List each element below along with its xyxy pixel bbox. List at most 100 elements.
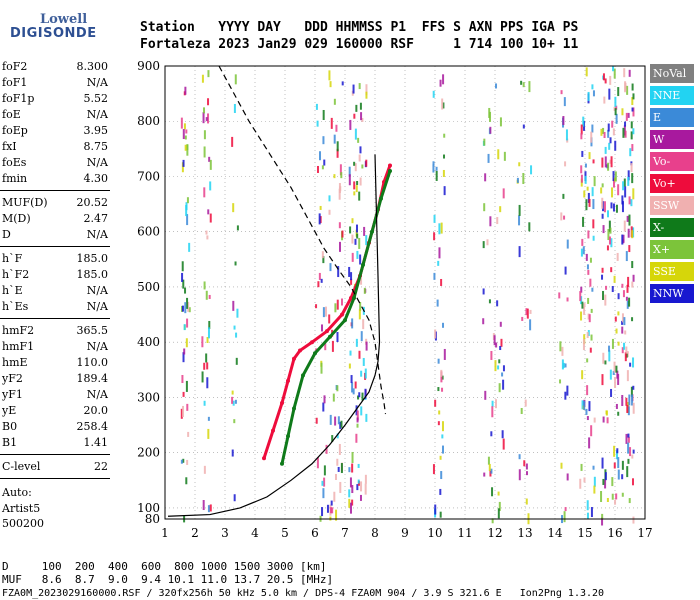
echo-speckle	[348, 174, 351, 186]
echo-speckle	[494, 399, 497, 409]
echo-speckle	[616, 450, 619, 460]
echo-speckle	[580, 174, 583, 183]
echo-speckle	[231, 396, 234, 404]
echo-speckle	[181, 162, 184, 173]
echo-speckle	[433, 214, 436, 223]
echo-speckle	[621, 313, 624, 323]
echo-speckle	[349, 502, 352, 514]
echo-speckle	[621, 326, 624, 334]
echo-speckle	[329, 507, 332, 514]
echo-speckle	[621, 234, 624, 245]
echo-speckle	[592, 219, 595, 229]
echo-speckle	[203, 281, 206, 290]
echo-speckle	[623, 68, 626, 78]
x-tick-label: 1	[161, 526, 169, 540]
echo-speckle	[438, 410, 441, 415]
echo-speckle	[614, 108, 617, 116]
echo-speckle	[612, 370, 615, 375]
param-key: hmE	[2, 356, 28, 369]
echo-speckle	[330, 500, 333, 506]
echo-speckle	[563, 511, 566, 523]
echo-speckle	[615, 365, 618, 373]
echo-speckle	[566, 239, 569, 249]
echo-speckle	[203, 465, 206, 474]
x-tick-label: 5	[281, 526, 289, 540]
x-tick-label: 2	[191, 526, 199, 540]
param-key: foF2	[2, 60, 28, 73]
echo-speckle	[499, 346, 502, 351]
echo-speckle	[336, 299, 339, 310]
echo-speckle	[628, 214, 631, 226]
param-value: 22	[94, 460, 108, 473]
echo-speckle	[602, 416, 605, 423]
echo-speckle	[632, 516, 635, 524]
echo-speckle	[560, 90, 563, 95]
echo-speckle	[625, 433, 628, 444]
echo-speckle	[331, 435, 334, 443]
echo-speckle	[186, 403, 189, 411]
echo-speckle	[579, 478, 582, 489]
echo-speckle	[201, 336, 204, 348]
echo-speckle	[487, 153, 490, 163]
echo-speckle	[355, 185, 358, 193]
echo-speckle	[623, 220, 626, 232]
echo-speckle	[615, 403, 618, 409]
echo-speckle	[489, 111, 492, 122]
echo-speckle	[319, 151, 322, 161]
echo-speckle	[351, 451, 354, 463]
param-key: h`F2	[2, 268, 30, 281]
echo-speckle	[628, 498, 631, 504]
echo-speckle	[600, 491, 603, 503]
trace-point	[388, 168, 392, 173]
param-row-b0: B0 258.4	[2, 420, 108, 436]
echo-speckle	[340, 298, 343, 306]
echo-speckle	[357, 463, 360, 468]
echo-speckle	[348, 266, 351, 277]
echo-speckle	[231, 449, 234, 457]
echo-speckle	[434, 329, 437, 339]
echo-speckle	[433, 272, 436, 280]
echo-speckle	[601, 517, 604, 526]
echo-speckle	[622, 290, 625, 298]
echo-speckle	[489, 126, 492, 134]
echo-speckle	[522, 124, 525, 129]
echo-speckle	[614, 499, 617, 505]
echo-speckle	[591, 287, 594, 292]
echo-speckle	[186, 459, 189, 465]
param-value: 185.0	[76, 252, 109, 265]
echo-speckle	[524, 399, 527, 407]
echo-speckle	[615, 204, 618, 213]
y-tick-label: 900	[137, 59, 160, 73]
echo-speckle	[581, 238, 584, 246]
echo-speckle	[592, 159, 595, 164]
echo-speckle	[601, 374, 604, 386]
param-key: hmF2	[2, 324, 35, 337]
trace-point	[310, 340, 314, 345]
echo-speckle	[185, 129, 188, 134]
echo-speckle	[602, 352, 605, 364]
echo-speckle	[351, 382, 354, 393]
echo-speckle	[322, 256, 325, 264]
header-labels: Station YYYY DAY DDD HHMMSS P1 FFS S AXN…	[140, 20, 579, 35]
echo-speckle	[564, 161, 567, 167]
echo-speckle	[334, 303, 337, 313]
echo-speckle	[186, 214, 189, 226]
echo-speckle	[208, 156, 211, 162]
echo-speckle	[518, 469, 521, 481]
echo-speckle	[443, 186, 446, 196]
echo-speckle	[600, 187, 603, 194]
echo-speckle	[207, 327, 210, 339]
echo-speckle	[601, 513, 604, 519]
echo-speckle	[364, 483, 367, 495]
param-key: foE	[2, 108, 21, 121]
echo-speckle	[441, 375, 444, 380]
echo-speckle	[442, 74, 445, 85]
echo-speckle	[443, 133, 446, 138]
echo-speckle	[625, 397, 628, 406]
echo-speckle	[601, 157, 604, 168]
echo-speckle	[631, 97, 634, 106]
param-value: 110.0	[76, 356, 109, 369]
echo-speckle	[493, 335, 496, 346]
echo-speckle	[497, 491, 500, 496]
echo-speckle	[587, 192, 590, 203]
